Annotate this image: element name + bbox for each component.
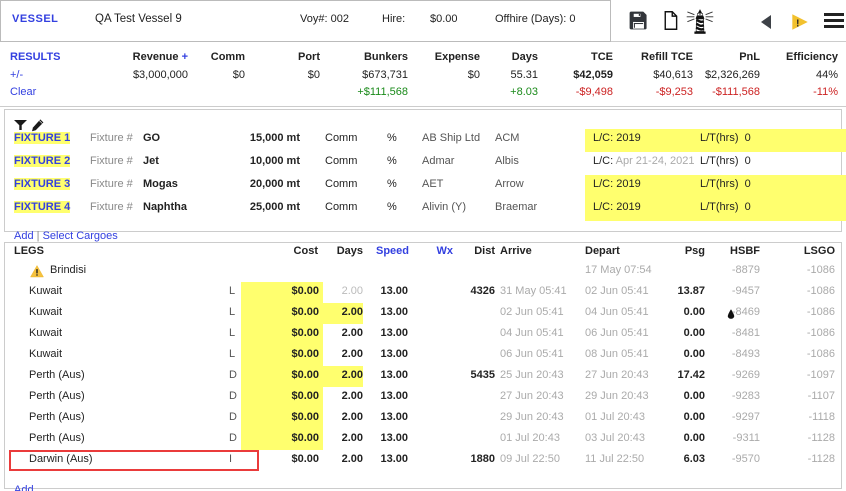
svg-text:!: ! [796,18,799,29]
